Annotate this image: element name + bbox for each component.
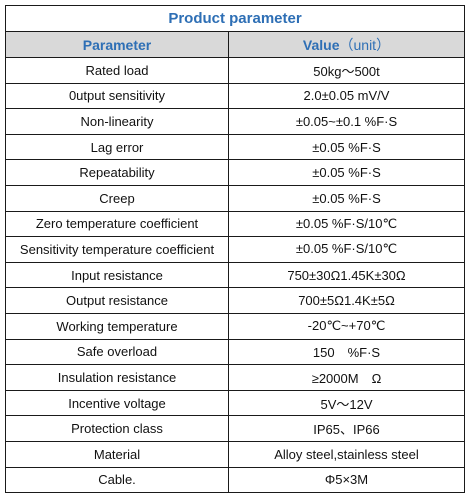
table-row: Insulation resistance ≥2000M Ω xyxy=(5,364,465,391)
value-cell: ±0.05 %F·S xyxy=(228,133,465,161)
product-parameter-table: Product parameter Parameter Value（unit） … xyxy=(5,5,465,494)
parameter-cell: 0utput sensitivity xyxy=(5,82,229,110)
parameter-cell: Protection class xyxy=(5,415,229,442)
table-row: Safe overload 150 %F·S xyxy=(5,338,465,366)
column-header-value: Value（unit） xyxy=(228,31,465,58)
value-cell: ≥2000M Ω xyxy=(228,364,465,391)
table-row: Zero temperature coefficient ±0.05 %F·S/1… xyxy=(5,210,465,238)
parameter-cell: Material xyxy=(5,440,229,468)
table-row: Material Alloy steel,stainless steel xyxy=(5,440,465,468)
value-cell: ±0.05 %F·S xyxy=(228,159,465,186)
parameter-cell: Input resistance xyxy=(5,261,229,289)
value-cell: 50kg～500t xyxy=(228,57,465,84)
table-row: Incentive voltage 5V～12V xyxy=(5,389,465,417)
parameter-cell: Sensitivity temperature coefficient xyxy=(5,236,229,263)
table-row: Rated load 50kg～500t xyxy=(5,57,465,84)
table-row: Input resistance 750±30Ω1.45K±30Ω xyxy=(5,261,465,289)
value-cell: 750±30Ω1.45K±30Ω xyxy=(228,261,465,289)
value-cell: Alloy steel,stainless steel xyxy=(228,440,465,468)
parameter-cell: Rated load xyxy=(5,57,229,84)
table-row: Protection class IP65、IP66 xyxy=(5,415,465,442)
header-row: Parameter Value（unit） xyxy=(5,31,465,58)
parameter-cell: Safe overload xyxy=(5,338,229,366)
parameter-cell: Incentive voltage xyxy=(5,389,229,417)
parameter-cell: Repeatability xyxy=(5,159,229,186)
parameter-cell: Insulation resistance xyxy=(5,364,229,391)
value-cell: IP65、IP66 xyxy=(228,415,465,442)
value-cell: ±0.05~±0.1 %F·S xyxy=(228,108,465,135)
table-row: Cable. Φ5×3M xyxy=(5,466,465,494)
value-header-label: Value xyxy=(302,36,340,53)
table-title: Product parameter xyxy=(5,5,465,32)
parameter-cell: Creep xyxy=(5,184,229,212)
value-cell: 5V～12V xyxy=(228,389,465,417)
parameter-cell: Zero temperature coefficient xyxy=(5,210,229,238)
table-row: Non-linearity ±0.05~±0.1 %F·S xyxy=(5,108,465,135)
value-cell: ±0.05 %F·S/10℃ xyxy=(228,210,465,238)
parameter-cell: Lag error xyxy=(5,133,229,161)
parameter-cell: Output resistance xyxy=(5,287,229,314)
title-row: Product parameter xyxy=(5,5,465,32)
table-row: Output resistance 700±5Ω1.4K±5Ω xyxy=(5,287,465,314)
value-cell: 700±5Ω1.4K±5Ω xyxy=(228,287,465,314)
value-cell: ±0.05 %F·S xyxy=(228,184,465,212)
value-cell: -20℃~+70℃ xyxy=(228,312,465,340)
value-cell: Φ5×3M xyxy=(228,466,465,494)
table-row: Creep ±0.05 %F·S xyxy=(5,184,465,212)
table-row: Repeatability ±0.05 %F·S xyxy=(5,159,465,186)
parameter-cell: Working temperature xyxy=(5,312,229,340)
value-cell: 2.0±0.05 mV/V xyxy=(228,82,465,110)
value-cell: 150 %F·S xyxy=(228,338,465,366)
value-cell: ±0.05 %F·S/10℃ xyxy=(228,236,465,263)
table-body: Rated load 50kg～500t 0utput sensitivity 2.0… xyxy=(5,57,465,494)
value-header-unit: （unit） xyxy=(339,36,391,53)
table-row: Lag error ±0.05 %F·S xyxy=(5,133,465,161)
table-row: 0utput sensitivity 2.0±0.05 mV/V xyxy=(5,82,465,110)
table-row: Working temperature -20℃~+70℃ xyxy=(5,312,465,340)
table-row: Sensitivity temperature coefficient ±0.05… xyxy=(5,236,465,263)
parameter-cell: Non-linearity xyxy=(5,108,229,135)
parameter-cell: Cable. xyxy=(5,466,229,494)
column-header-parameter: Parameter xyxy=(5,31,229,58)
